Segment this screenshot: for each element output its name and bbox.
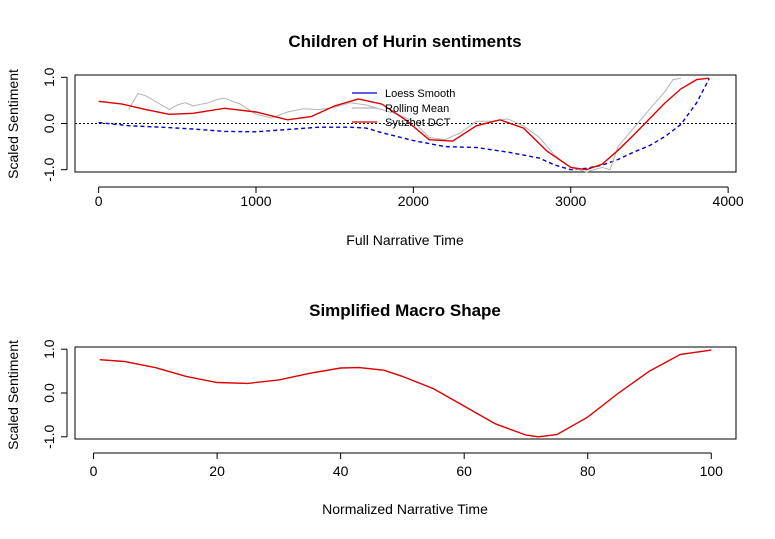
x-tick-label: 0 [95,193,103,209]
legend-item-syuzhet-dct: Syuzhet DCT [352,117,451,129]
x-tick-label: 2000 [398,193,429,209]
legend-label: Syuzhet DCT [385,117,451,129]
y-axis: -1.0 0.0 1.0 [41,339,68,449]
series-group [99,349,712,438]
legend-label: Rolling Mean [385,103,449,115]
chart-title: Children of Hurin sentiments [288,32,521,51]
plot-frame [74,346,737,440]
series-line-rolling-mean [128,77,681,173]
y-tick-label: 1.0 [41,67,57,87]
macro-shape-chart-panel: Simplified Macro Shape 0 20 40 60 80 100 -1.0… [5,301,737,517]
series-line [99,349,712,438]
legend-item-rolling-mean: Rolling Mean [352,103,449,115]
x-tick-label: 4000 [713,193,744,209]
series-group [98,77,710,173]
series-line-syuzhet-dct [98,77,710,171]
x-tick-label: 60 [456,463,472,479]
x-axis: 0 20 40 60 80 100 [90,452,724,479]
y-tick-label: 0.0 [41,383,57,403]
y-tick-label: 1.0 [41,339,57,359]
sentiment-chart-panel: Children of Hurin sentiments 0 1000 2000 30… [5,32,744,248]
series-line-loess-smooth [98,78,710,171]
y-axis-label: Scaled Sentiment [5,340,21,450]
y-tick-label: -1.0 [41,157,57,181]
x-axis-label: Full Narrative Time [346,232,464,248]
x-tick-label: 20 [209,463,225,479]
y-tick-label: 0.0 [41,114,57,134]
y-axis-label: Scaled Sentiment [5,69,21,179]
x-tick-label: 3000 [555,193,586,209]
x-tick-label: 1000 [240,193,271,209]
x-tick-label: 100 [700,463,724,479]
legend: Loess Smooth Rolling Mean Syuzhet DCT [352,88,455,129]
x-tick-label: 40 [333,463,349,479]
legend-label: Loess Smooth [385,88,455,100]
y-tick-label: -1.0 [41,425,57,449]
x-axis: 0 1000 2000 3000 4000 [95,186,744,209]
legend-item-loess: Loess Smooth [352,88,455,100]
x-tick-label: 80 [580,463,596,479]
x-tick-label: 0 [90,463,98,479]
y-axis: -1.0 0.0 1.0 [41,67,68,182]
x-axis-label: Normalized Narrative Time [322,501,488,517]
chart-title: Simplified Macro Shape [309,301,501,320]
